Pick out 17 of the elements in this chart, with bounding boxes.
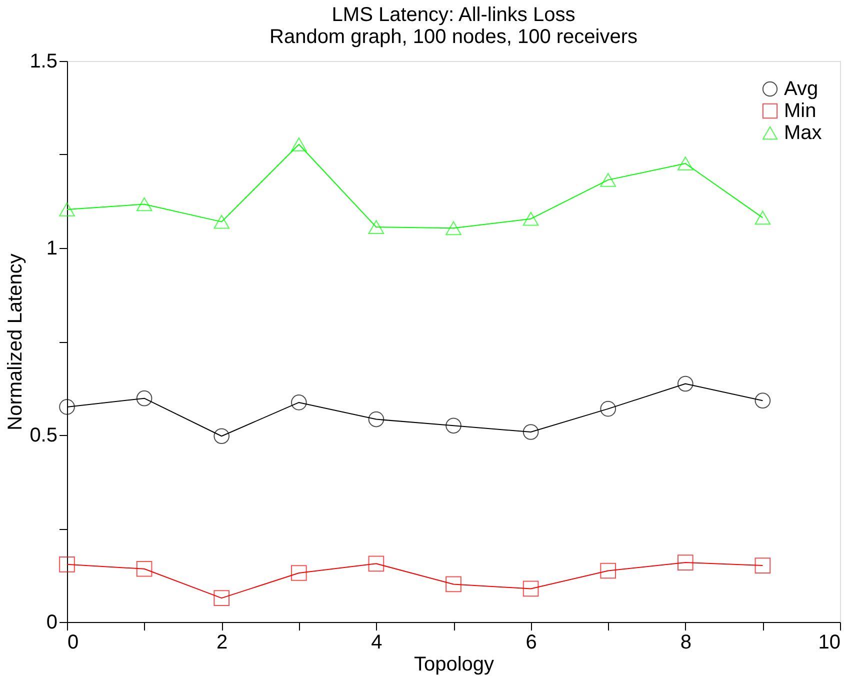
chart-subtitle: Random graph, 100 nodes, 100 receivers: [269, 26, 638, 48]
x-tick-label: 0: [68, 632, 79, 654]
x-tick-label: 2: [216, 632, 228, 654]
x-tick-label: 10: [818, 632, 840, 654]
legend-label: Avg: [784, 78, 818, 100]
y-tick-label: 1: [46, 238, 58, 260]
y-axis-title: Normalized Latency: [4, 254, 27, 430]
y-tick-label: 0.5: [30, 424, 58, 446]
x-tick-label: 6: [526, 632, 537, 654]
legend-label: Max: [784, 122, 822, 144]
chart-title: LMS Latency: All-links Loss: [332, 4, 576, 26]
x-tick-label: 8: [680, 632, 692, 654]
x-axis-title: Topology: [414, 654, 494, 676]
x-tick-label: 4: [371, 632, 382, 654]
legend-label: Min: [784, 100, 816, 122]
y-tick-label: 0: [46, 612, 58, 634]
y-tick-label: 1.5: [30, 50, 58, 72]
